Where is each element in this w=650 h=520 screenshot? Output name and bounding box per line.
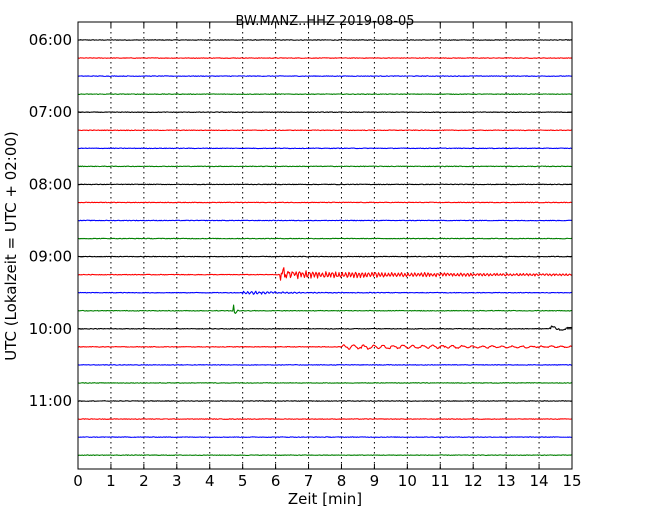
trace-line [77, 382, 573, 384]
trace-line [77, 75, 573, 77]
trace-line [77, 219, 573, 222]
y-axis-label: UTC (Lokalzeit = UTC + 02:00) [2, 131, 20, 361]
trace-line [77, 111, 573, 114]
trace-line [77, 147, 573, 150]
trace-line [77, 418, 573, 420]
y-tick-label: 06:00 [29, 31, 72, 49]
trace-line [77, 39, 573, 41]
x-tick-label: 3 [172, 472, 182, 490]
trace-line [77, 400, 573, 402]
trace-layer [77, 39, 573, 456]
trace-line [77, 304, 573, 314]
trace-line [77, 237, 573, 240]
trace-line [77, 325, 573, 331]
trace-line [77, 255, 573, 258]
x-tick-label: 14 [530, 472, 549, 490]
x-tick-label: 0 [73, 472, 83, 490]
axis-ticks [77, 22, 573, 469]
x-tick-label: 11 [431, 472, 450, 490]
trace-line [77, 129, 573, 132]
x-tick-label: 5 [238, 472, 248, 490]
trace-line [77, 344, 573, 350]
y-tick-label: 10:00 [29, 320, 72, 338]
trace-line [77, 201, 573, 204]
trace-line [77, 454, 573, 456]
trace-line [77, 267, 573, 281]
trace-line [77, 93, 573, 95]
trace-line [77, 290, 573, 295]
x-tick-label: 15 [562, 472, 581, 490]
trace-line [77, 57, 573, 59]
plot-frame [77, 21, 573, 470]
x-tick-label: 1 [106, 472, 116, 490]
x-tick-label: 7 [304, 472, 314, 490]
x-tick-label: 8 [337, 472, 347, 490]
trace-line [77, 183, 573, 186]
grid-lines [110, 22, 540, 469]
x-tick-label: 4 [205, 472, 215, 490]
x-tick-labels: 0 1 2 3 4 5 6 7 8 9 10 11 12 13 14 15 [73, 472, 581, 490]
y-tick-label: 09:00 [29, 248, 72, 266]
x-tick-label: 10 [398, 472, 417, 490]
x-tick-label: 13 [497, 472, 516, 490]
y-tick-label: 07:00 [29, 103, 72, 121]
x-tick-label: 6 [271, 472, 281, 490]
y-tick-labels: 06:00 07:00 08:00 09:00 10:00 11:00 [29, 31, 72, 410]
x-tick-label: 12 [464, 472, 483, 490]
trace-line [77, 436, 573, 438]
x-tick-label: 2 [139, 472, 149, 490]
y-tick-label: 11:00 [29, 392, 72, 410]
x-tick-label: 9 [370, 472, 380, 490]
x-axis-label: Zeit [min] [288, 490, 362, 508]
trace-line [77, 364, 573, 366]
y-tick-label: 08:00 [29, 175, 72, 193]
trace-line [77, 165, 573, 168]
